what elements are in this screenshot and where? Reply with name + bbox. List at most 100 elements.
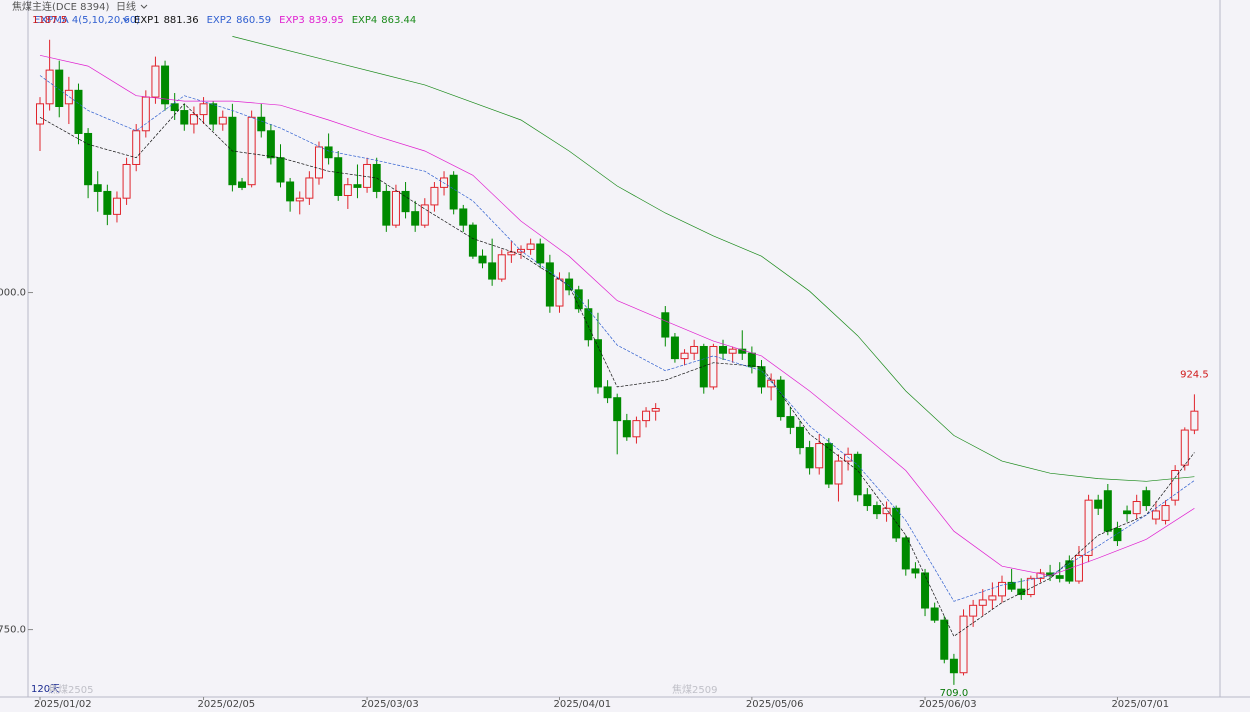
- candle-body: [334, 157, 343, 196]
- candle-body: [1094, 499, 1103, 509]
- candle-body: [892, 507, 901, 539]
- period[interactable]: 日线: [116, 0, 136, 13]
- candle-body: [295, 197, 304, 202]
- candle-body: [545, 262, 554, 307]
- candle-body: [112, 197, 121, 215]
- candle-body: [882, 507, 891, 515]
- legend-value: 860.59: [236, 15, 271, 26]
- candle-body: [603, 386, 612, 399]
- candle-body: [699, 345, 708, 388]
- expma-line: [232, 36, 1195, 482]
- expma-line: [39, 103, 1195, 637]
- candle-body: [680, 352, 689, 360]
- x-tick-label: 2025/07/01: [1111, 699, 1169, 710]
- candle-body: [353, 184, 362, 188]
- extreme-label: 924.5: [1180, 369, 1209, 380]
- candle-body: [1142, 490, 1151, 507]
- expma-line: [39, 75, 1195, 602]
- candle-body: [1084, 499, 1093, 556]
- candle-body: [622, 420, 631, 438]
- candle-body: [180, 110, 189, 125]
- candle-body: [1151, 510, 1160, 520]
- expma-line: [39, 54, 1195, 577]
- candle-body: [670, 336, 679, 360]
- candle-body: [709, 345, 718, 388]
- y-tick-label: 1000.0: [0, 288, 26, 299]
- candle-body: [161, 65, 170, 105]
- candle-body: [805, 447, 814, 469]
- x-tick-label: 2025/06/03: [919, 699, 977, 710]
- candle-body: [218, 116, 227, 125]
- candle-body: [151, 65, 160, 98]
- legend-value: 863.44: [381, 15, 416, 26]
- candle-body: [555, 278, 564, 307]
- candle-body: [632, 420, 641, 438]
- x-tick-label: 2025/01/02: [34, 699, 92, 710]
- candle-body: [719, 345, 728, 354]
- candle-body: [478, 255, 487, 264]
- candle-body: [238, 181, 247, 188]
- candle-body: [834, 460, 843, 485]
- candle-body: [1190, 410, 1199, 431]
- legend-name: EXP2: [207, 15, 233, 26]
- legend-value: 839.95: [309, 15, 344, 26]
- indicator-dropdown[interactable]: [122, 17, 130, 22]
- candle-body: [978, 599, 987, 606]
- candle-body: [584, 308, 593, 341]
- candle-body: [613, 397, 622, 422]
- candle-body: [969, 604, 978, 617]
- candle-body: [459, 208, 468, 226]
- candle-body: [382, 190, 391, 226]
- candle-body: [959, 615, 968, 674]
- candle-body: [1017, 588, 1026, 596]
- candle-body: [565, 278, 574, 291]
- x-tick-label: 2025/04/01: [553, 699, 611, 710]
- candle-body: [1180, 429, 1189, 466]
- candle-body: [921, 572, 930, 609]
- legend-value: 881.36: [164, 15, 199, 26]
- chart-title: 焦煤主连(DCE 8394): [12, 0, 110, 13]
- candle-body: [93, 184, 102, 192]
- candle-body: [411, 211, 420, 226]
- candle-body: [199, 103, 208, 116]
- candle-body: [45, 69, 54, 105]
- candle-body: [170, 103, 179, 112]
- candle-body: [593, 339, 602, 388]
- candle-body: [497, 254, 506, 280]
- candle-body: [940, 619, 949, 660]
- candle-body: [853, 453, 862, 496]
- candle-body: [1074, 554, 1083, 582]
- candle-body: [776, 379, 785, 418]
- candle-body: [1113, 527, 1122, 542]
- candle-body: [314, 146, 323, 179]
- legend-name: EXP4: [352, 15, 378, 26]
- candle-body: [930, 607, 939, 621]
- candle-body: [795, 426, 804, 449]
- candle-body: [1007, 581, 1016, 590]
- x-tick-label: 2025/02/05: [198, 699, 256, 710]
- candle-body: [74, 89, 83, 134]
- candle-body: [911, 568, 920, 574]
- candle-body: [1026, 577, 1035, 596]
- candle-body: [690, 345, 699, 354]
- legend-name: EXP3: [279, 15, 305, 26]
- candle-body: [141, 96, 150, 132]
- candle-body: [651, 407, 660, 412]
- candle-body: [84, 132, 93, 186]
- candle-body: [36, 103, 44, 125]
- contract-label: 120天: [31, 684, 60, 695]
- candle-body: [1161, 505, 1170, 521]
- candle-body: [391, 190, 400, 226]
- candle-body: [132, 130, 141, 165]
- candle-body: [747, 352, 756, 368]
- indicator-name[interactable]: EXPMA 4(5,10,20,60): [34, 15, 140, 26]
- candle-body: [401, 190, 410, 213]
- candle-body: [286, 181, 295, 202]
- candle-body: [536, 243, 545, 264]
- contract-label: 焦煤2505: [48, 683, 93, 696]
- candle-body: [767, 379, 776, 388]
- dropdown-icon[interactable]: [140, 4, 148, 9]
- candle-body: [276, 157, 285, 183]
